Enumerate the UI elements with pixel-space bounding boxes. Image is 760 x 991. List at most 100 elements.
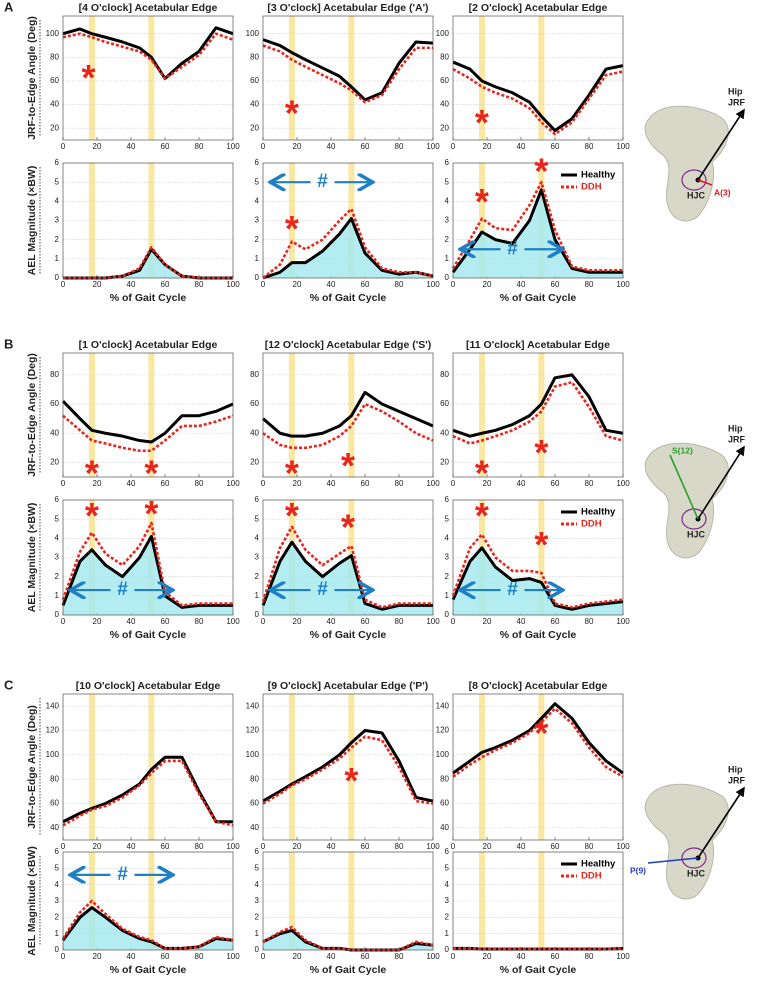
x-tick-label: 100 [226, 142, 240, 151]
highlight-band [288, 852, 295, 950]
y-tick-label: 40 [250, 428, 259, 437]
chart-title: [9 O'clock] Acetabular Edge ('P') [268, 680, 429, 692]
x-tick-label: 40 [327, 280, 336, 289]
highlight-band [148, 16, 155, 140]
x-tick-label: 80 [395, 479, 404, 488]
y-tick-label: 60 [50, 799, 59, 808]
plot-frame [62, 693, 234, 841]
x-tick-label: 20 [293, 280, 302, 289]
x-tick-label: 100 [426, 142, 440, 151]
area [63, 249, 233, 278]
y-tick-label: 6 [55, 495, 60, 504]
series-line [452, 60, 624, 133]
x-tick-label: 0 [451, 617, 456, 626]
plot-frame [452, 15, 624, 141]
y-tick-label: 2 [255, 912, 260, 921]
series-line [62, 26, 234, 81]
y-tick-label: 4 [445, 880, 450, 889]
x-tick-label: 80 [585, 142, 594, 151]
y-tick-label: 4 [55, 196, 60, 205]
y-tick-label: 0 [255, 945, 260, 954]
x-tick-label: 80 [585, 479, 594, 488]
y-tick-label: 6 [255, 847, 260, 856]
series-line [61, 906, 234, 950]
y-tick-label: 100 [46, 750, 60, 759]
y-tick-label: 2 [445, 572, 450, 581]
series-line [61, 534, 233, 609]
x-tick-label: 40 [517, 479, 526, 488]
acetabulum [681, 169, 707, 191]
y-tick-label: 5 [255, 863, 260, 872]
y-tick-label: 40 [440, 100, 449, 109]
y-tick-label: 60 [440, 76, 449, 85]
series-line [62, 759, 234, 827]
y-tick-label: 4 [445, 533, 450, 542]
series-line [262, 390, 434, 438]
y-axis-label: AEL Magnitude (×BW) [26, 846, 38, 956]
x-tick-label: 100 [226, 617, 240, 626]
y-tick-label: 100 [246, 750, 260, 759]
y-tick-label: 0 [55, 273, 60, 282]
series-line [262, 38, 434, 102]
y-tick-label: 100 [436, 29, 450, 38]
asterisk: * [285, 208, 299, 249]
series-line [61, 521, 233, 607]
legend-label: Healthy [581, 507, 616, 518]
highlight-band [88, 353, 95, 477]
y-tick-label: 20 [440, 458, 449, 467]
x-tick-label: 100 [426, 617, 440, 626]
y-tick-label: 6 [445, 847, 450, 856]
panel-letter: A [4, 0, 14, 14]
hip-label: Hip [728, 764, 743, 774]
y-tick-label: 0 [255, 610, 260, 619]
x-tick-label: 40 [127, 617, 136, 626]
y-tick-label: 1 [255, 929, 260, 938]
area [263, 930, 433, 950]
x-tick-label: 40 [127, 280, 136, 289]
area [263, 542, 433, 615]
x-tick-label: 100 [616, 952, 630, 961]
highlight-band [538, 16, 545, 140]
series-line [261, 540, 433, 611]
x-tick-label: 100 [426, 479, 440, 488]
x-tick-label: 20 [93, 479, 102, 488]
highlight-band [538, 694, 545, 840]
jrf-label: JRF [728, 775, 746, 785]
x-axis-label: % of Gait Cycle [500, 629, 577, 641]
x-tick-label: 60 [361, 280, 370, 289]
x-tick-label: 20 [483, 142, 492, 151]
x-tick-label: 0 [451, 280, 456, 289]
acetabulum [681, 847, 707, 869]
y-tick-label: 0 [55, 610, 60, 619]
x-tick-label: 20 [483, 617, 492, 626]
series-line [261, 525, 433, 609]
x-axis-label: % of Gait Cycle [110, 292, 187, 304]
series-line [452, 707, 624, 778]
x-tick-label: 0 [61, 280, 66, 289]
y-tick-label: 2 [55, 235, 60, 244]
hip-label: Hip [728, 423, 743, 433]
y-tick-label: 1 [255, 254, 260, 263]
y-axis-label: JRF-to-Edge Angle (Deg) [26, 705, 38, 829]
asterisk: * [534, 712, 548, 753]
x-tick-label: 0 [261, 842, 266, 851]
x-tick-label: 60 [551, 280, 560, 289]
y-tick-label: 5 [445, 177, 450, 186]
y-tick-label: 4 [255, 196, 260, 205]
plot-frame [262, 499, 434, 616]
pelvis-bone [644, 105, 729, 222]
y-tick-label: 80 [440, 370, 449, 379]
x-tick-label: 40 [127, 952, 136, 961]
series-line [262, 217, 434, 280]
y-tick-label: 2 [445, 235, 450, 244]
asterisk: * [475, 495, 489, 536]
y-tick-label: 120 [436, 726, 450, 735]
x-tick-label: 100 [226, 280, 240, 289]
x-tick-label: 40 [127, 842, 136, 851]
x-tick-label: 100 [616, 479, 630, 488]
legend-label: Healthy [581, 170, 616, 181]
y-tick-label: 3 [55, 896, 60, 905]
x-tick-label: 0 [61, 142, 66, 151]
y-tick-label: 5 [55, 514, 60, 523]
